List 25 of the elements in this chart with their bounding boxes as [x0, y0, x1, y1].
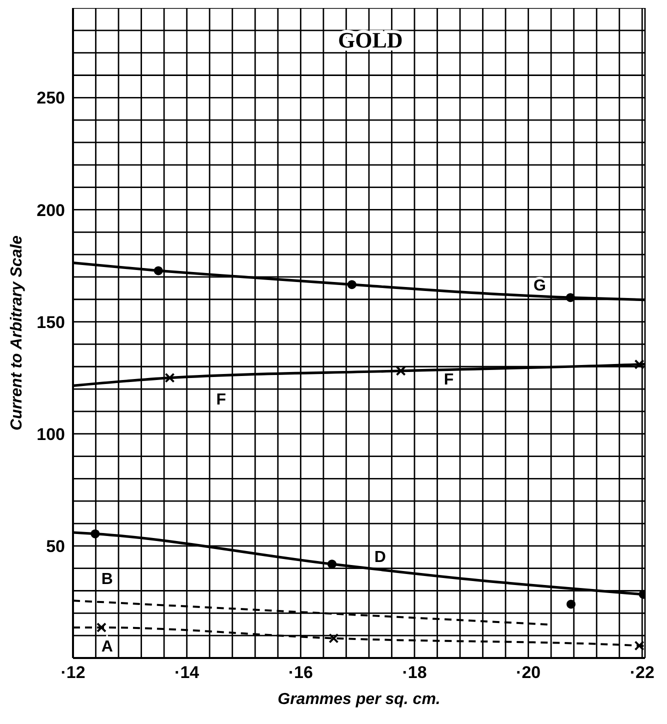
- y-tick-label: 100: [36, 424, 65, 444]
- y-tick-label: 250: [36, 88, 65, 108]
- y-axis-title: Current to Arbitrary Scale: [8, 235, 26, 431]
- point: [327, 560, 336, 569]
- x-tick-label: ·22: [630, 663, 654, 682]
- annotation: F: [444, 371, 454, 388]
- x-tick-label: ·18: [402, 663, 427, 682]
- x-axis-title: Grammes per sq. cm.: [278, 691, 440, 708]
- annotation: F: [216, 391, 226, 408]
- annotation: A: [101, 638, 114, 656]
- annotation: G: [534, 278, 546, 295]
- point: [347, 280, 356, 290]
- annotation: B: [101, 570, 113, 588]
- point: [154, 266, 163, 276]
- y-tick-label: 150: [36, 312, 65, 332]
- point: [566, 293, 575, 302]
- point: [90, 529, 100, 538]
- x-tick-label: ·12: [60, 663, 86, 682]
- point: [566, 600, 576, 609]
- x-tick-label: ·20: [516, 663, 541, 682]
- y-tick-label: 200: [36, 200, 65, 220]
- x-tick-label: ·16: [288, 663, 313, 682]
- annotation: D: [374, 548, 386, 566]
- y-tick-label: 50: [46, 536, 65, 556]
- x-tick-label: ·14: [174, 663, 200, 682]
